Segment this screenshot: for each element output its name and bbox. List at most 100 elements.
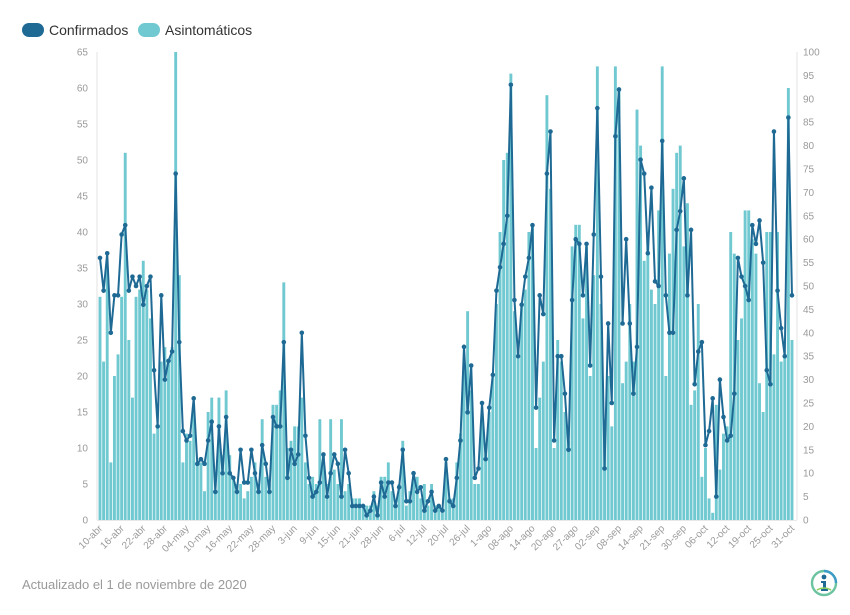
y-left-tick-label: 35 <box>77 264 89 275</box>
bar-asintomaticos <box>678 145 682 520</box>
y-right-tick-label: 95 <box>803 71 815 82</box>
bar-asintomaticos <box>718 469 722 520</box>
bar-asintomaticos <box>174 52 178 520</box>
point-confirmados <box>259 442 265 448</box>
point-confirmados <box>335 461 341 467</box>
bar-asintomaticos <box>159 361 163 520</box>
point-confirmados <box>443 456 449 462</box>
point-confirmados <box>288 447 294 453</box>
point-confirmados <box>623 236 629 242</box>
bar-asintomaticos <box>116 354 120 520</box>
point-confirmados <box>425 498 431 504</box>
point-confirmados <box>227 470 233 476</box>
bar-asintomaticos <box>682 246 686 520</box>
bar-asintomaticos <box>693 390 697 520</box>
bar-asintomaticos <box>711 512 715 520</box>
bar-asintomaticos <box>455 462 459 520</box>
bar-asintomaticos <box>404 505 408 520</box>
bar-asintomaticos <box>426 505 430 520</box>
legend-label-confirmados: Confirmados <box>49 22 129 38</box>
bar-asintomaticos <box>195 462 199 520</box>
point-confirmados <box>368 508 373 513</box>
updated-note: Actualizado el 1 de noviembre de 2020 <box>22 577 247 592</box>
bar-asintomaticos <box>228 455 232 520</box>
y-left-tick-label: 45 <box>77 192 89 203</box>
point-confirmados <box>393 503 398 509</box>
point-confirmados <box>631 391 636 396</box>
point-confirmados <box>198 456 204 462</box>
point-confirmados <box>220 470 225 476</box>
y-right-tick-label: 35 <box>803 352 815 363</box>
point-confirmados <box>274 424 279 429</box>
point-confirmados <box>649 185 654 191</box>
point-confirmados <box>270 414 276 420</box>
bar-asintomaticos <box>786 88 790 520</box>
bar-asintomaticos <box>203 491 206 520</box>
point-confirmados <box>670 330 676 336</box>
bar-asintomaticos <box>498 232 502 520</box>
point-confirmados <box>375 513 380 518</box>
point-confirmados <box>739 274 744 279</box>
y-left-tick-label: 5 <box>82 480 88 491</box>
point-confirmados <box>771 129 777 134</box>
bar-asintomaticos <box>628 304 632 520</box>
bar-asintomaticos <box>541 361 545 520</box>
bar-asintomaticos <box>545 95 549 520</box>
bar-asintomaticos <box>275 404 279 520</box>
bar-asintomaticos <box>401 440 405 520</box>
point-confirmados <box>757 218 762 223</box>
point-confirmados <box>519 302 524 308</box>
point-confirmados <box>685 293 690 298</box>
bar-asintomaticos <box>491 376 495 520</box>
bar-asintomaticos <box>549 188 552 521</box>
point-confirmados <box>497 264 503 270</box>
legend-item-asintomaticos[interactable]: Asintomáticos <box>138 21 252 39</box>
bar-asintomaticos <box>689 404 693 520</box>
point-confirmados <box>432 508 438 513</box>
point-confirmados <box>713 494 719 499</box>
point-confirmados <box>440 508 445 513</box>
point-confirmados <box>281 339 287 345</box>
point-confirmados <box>724 438 730 443</box>
point-confirmados <box>184 438 189 443</box>
bar-asintomaticos <box>610 426 614 520</box>
point-confirmados <box>677 208 683 214</box>
point-confirmados <box>169 349 175 354</box>
bar-asintomaticos <box>318 419 322 520</box>
y-left-tick-label: 10 <box>77 444 89 455</box>
x-tick-label: 28-jun <box>359 523 386 550</box>
x-tick-label: 20-jul <box>426 523 451 548</box>
y-left-tick-label: 55 <box>77 120 89 131</box>
bar-asintomaticos <box>145 289 149 520</box>
bar-asintomaticos <box>556 340 560 520</box>
bar-asintomaticos <box>750 239 754 520</box>
point-confirmados <box>231 475 236 481</box>
point-confirmados <box>360 503 366 509</box>
point-confirmados <box>285 475 290 481</box>
point-confirmados <box>750 222 755 228</box>
bar-asintomaticos <box>714 404 718 520</box>
point-confirmados <box>479 400 485 406</box>
bar-asintomaticos <box>649 289 653 520</box>
point-confirmados <box>562 391 568 396</box>
bar-asintomaticos <box>293 426 297 520</box>
point-confirmados <box>140 302 146 308</box>
bar-asintomaticos <box>631 361 635 520</box>
x-tick-label: 30-sep <box>660 523 690 553</box>
point-confirmados <box>508 82 514 88</box>
y-left-axis-labels: 0 5 10 15 20 25 30 35 40 45 50 55 60 65 <box>77 48 89 527</box>
bar-asintomaticos <box>217 397 221 520</box>
bar-asintomaticos <box>249 476 253 520</box>
bar-asintomaticos <box>343 491 347 520</box>
point-confirmados <box>122 222 128 228</box>
point-confirmados <box>353 503 359 509</box>
point-confirmados <box>267 489 272 495</box>
point-confirmados <box>176 339 182 345</box>
point-confirmados <box>97 255 103 261</box>
bar-asintomaticos <box>563 412 567 520</box>
bar-asintomaticos <box>210 397 214 520</box>
point-confirmados <box>389 480 395 485</box>
bar-asintomaticos <box>729 232 733 520</box>
bar-asintomaticos <box>790 340 794 520</box>
legend-item-confirmados[interactable]: Confirmados <box>22 21 128 39</box>
